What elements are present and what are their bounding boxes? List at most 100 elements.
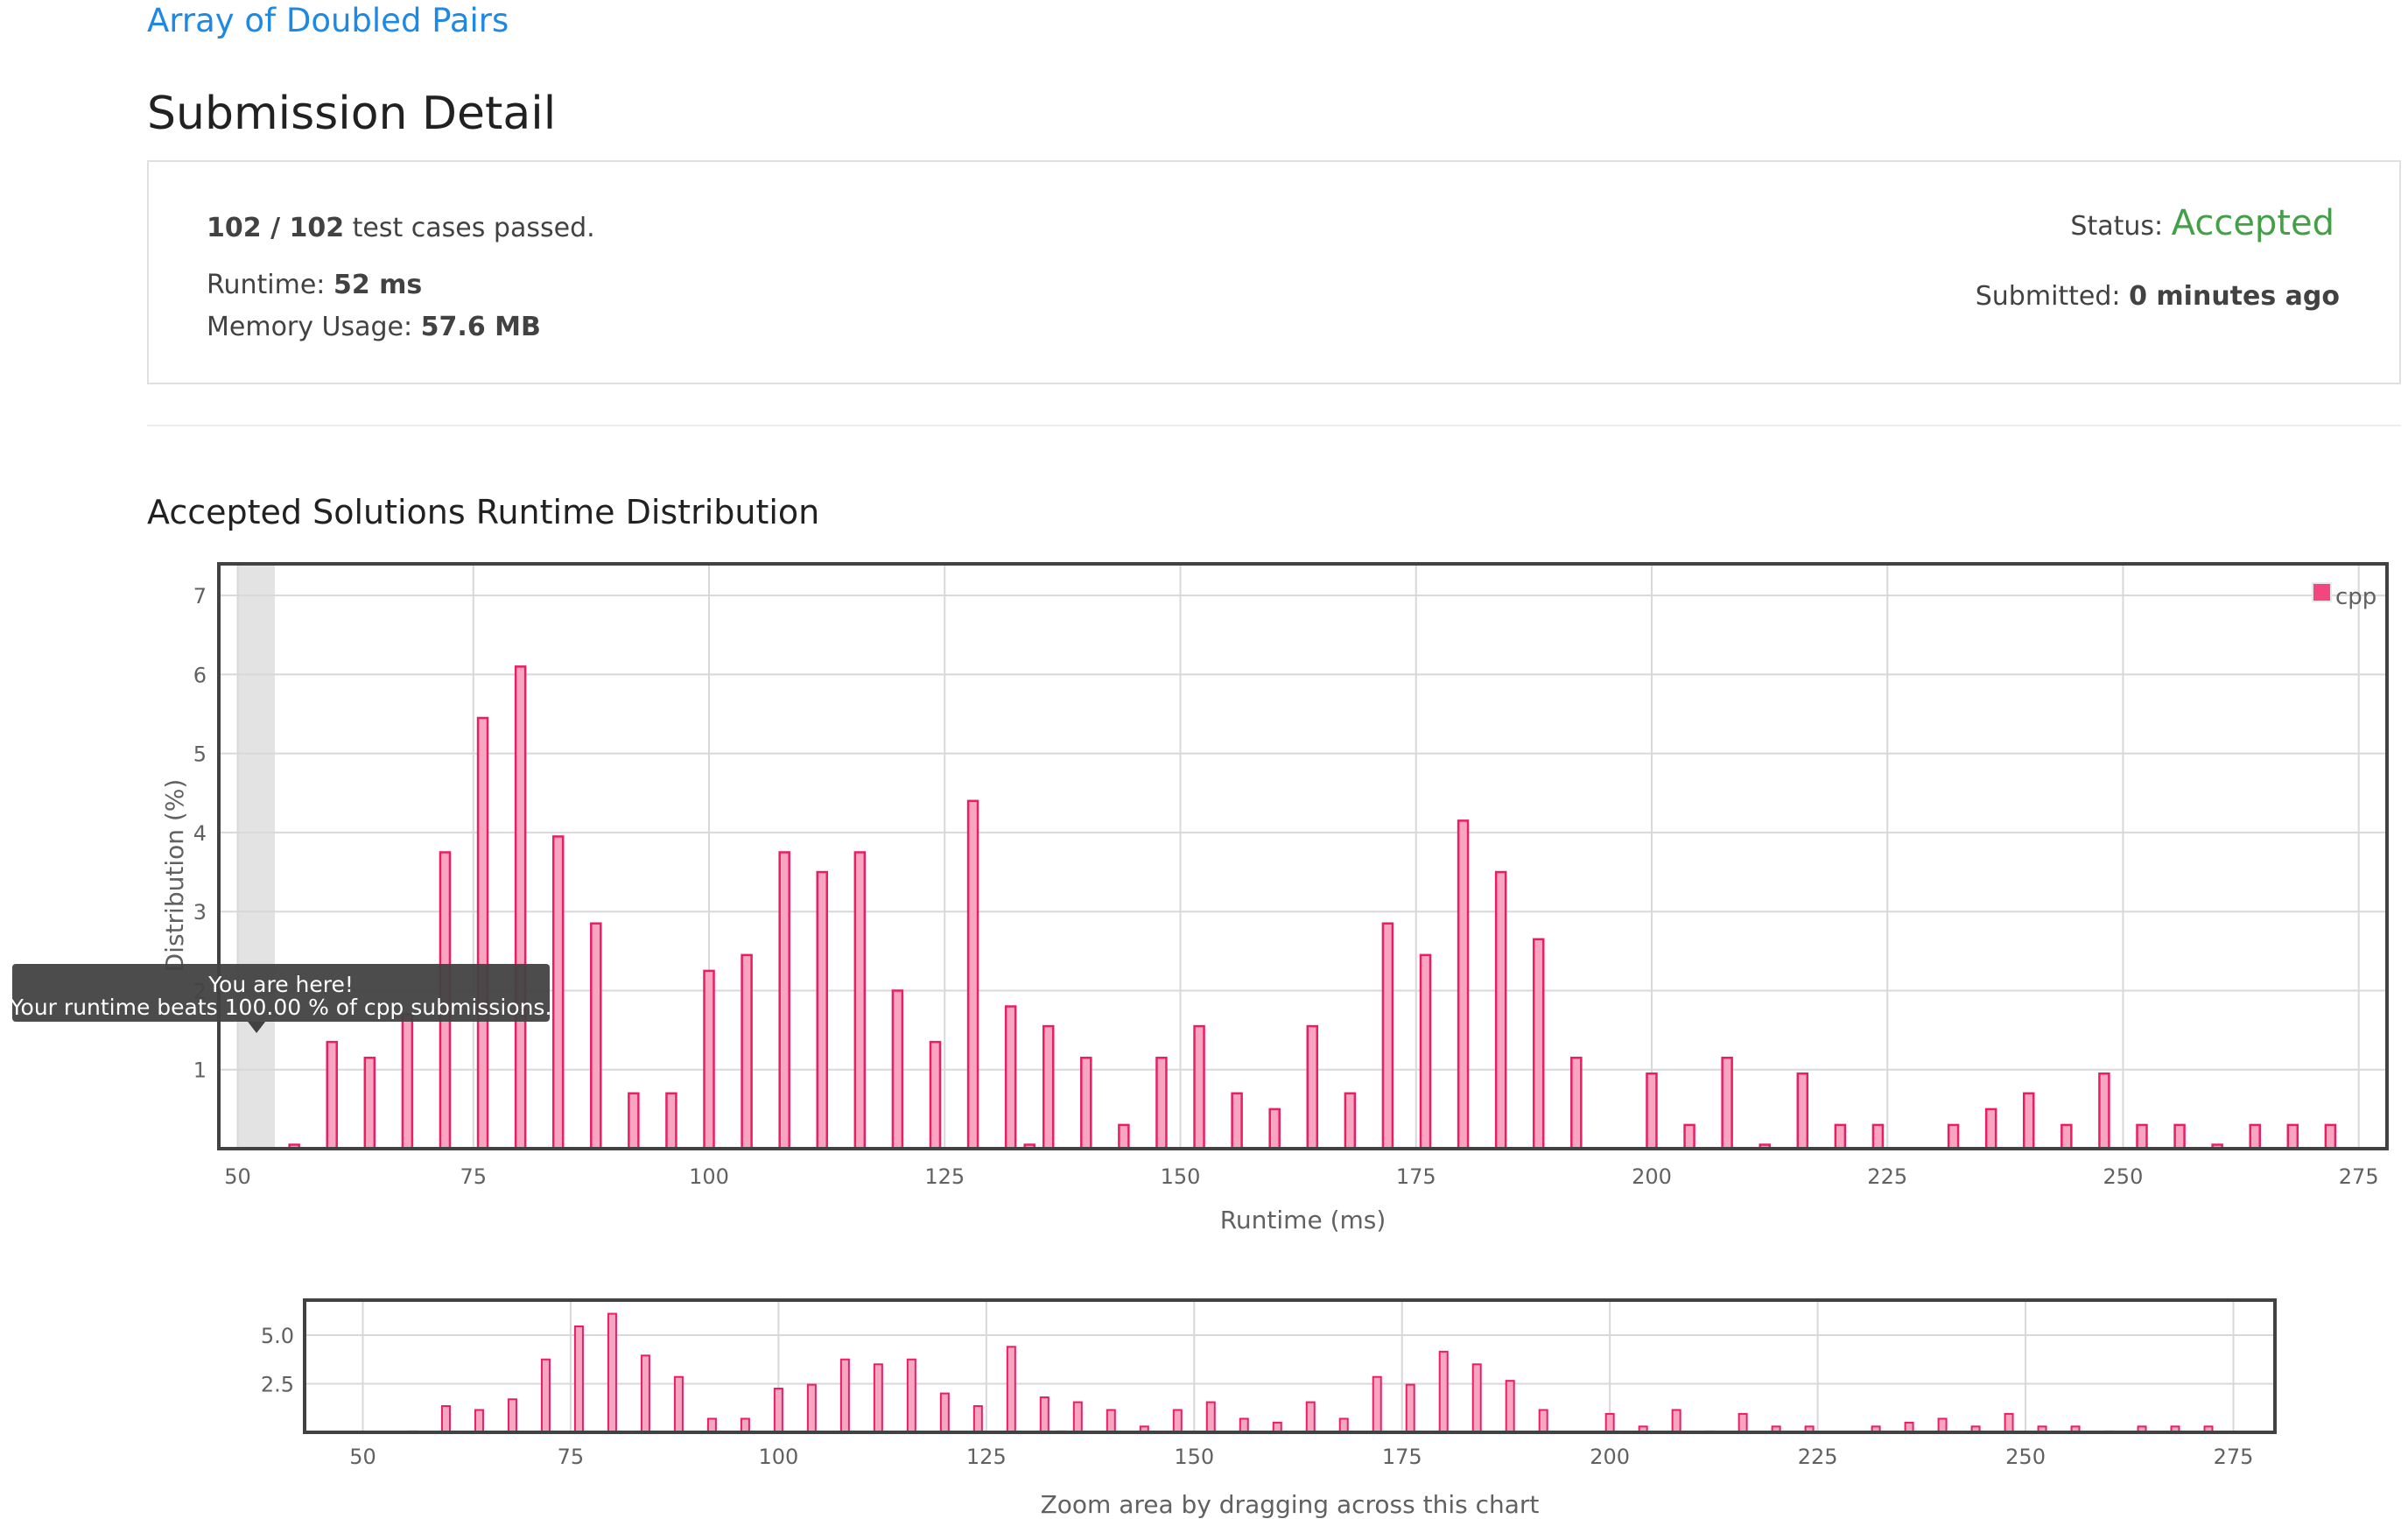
tooltip-line-2: Your runtime beats 100.00 % of cpp submi… xyxy=(10,995,552,1020)
submitted-value: 0 minutes ago xyxy=(2129,281,2340,312)
zoom-distribution-bar xyxy=(573,1325,584,1433)
problem-title-link[interactable]: Array of Doubled Pairs xyxy=(147,2,509,39)
zoom-distribution-bar xyxy=(673,1375,684,1434)
distribution-bar xyxy=(1080,1056,1092,1150)
distribution-bar xyxy=(853,851,867,1150)
distribution-bar xyxy=(1834,1123,1847,1150)
zoom-distribution-bar xyxy=(1604,1412,1615,1434)
zoom-x-tick-label: 125 xyxy=(966,1445,1007,1469)
distribution-bar xyxy=(2173,1123,2186,1150)
zoom-distribution-bar xyxy=(1106,1409,1116,1434)
status-badge[interactable]: Accepted xyxy=(2171,203,2334,243)
section-divider xyxy=(147,425,2401,426)
distribution-bar xyxy=(628,1092,640,1150)
zoom-x-tick-label: 100 xyxy=(758,1445,798,1469)
zoom-distribution-bar xyxy=(440,1405,451,1434)
page-title: Submission Detail xyxy=(147,88,557,140)
zoom-x-tick-label: 75 xyxy=(558,1445,585,1469)
zoom-distribution-bar xyxy=(507,1398,517,1433)
zoom-distribution-bar xyxy=(1438,1350,1449,1433)
zoom-distribution-bar xyxy=(906,1358,916,1433)
distribution-bar xyxy=(1004,1005,1017,1150)
zoom-distribution-bar xyxy=(1405,1383,1415,1433)
runtime-distribution-chart[interactable]: 12345675075100125150175200225250275Runti… xyxy=(160,562,2389,1234)
zoom-distribution-bar xyxy=(873,1363,883,1434)
x-tick-label: 100 xyxy=(689,1164,729,1189)
zoom-distribution-bar xyxy=(806,1383,817,1433)
zoom-distribution-bar xyxy=(1372,1375,1382,1434)
distribution-bar xyxy=(816,870,829,1150)
zoom-distribution-bar xyxy=(972,1405,983,1434)
distribution-bar xyxy=(1494,870,1507,1150)
distribution-bar xyxy=(703,969,715,1150)
distribution-bar xyxy=(1721,1056,1733,1150)
y-tick-label: 3 xyxy=(193,900,207,925)
distribution-bar xyxy=(1268,1108,1281,1150)
distribution-bar xyxy=(1344,1092,1357,1150)
runtime-tooltip: You are here!Your runtime beats 100.00 %… xyxy=(10,964,552,1033)
distribution-bar xyxy=(514,665,527,1150)
distribution-bar xyxy=(2286,1123,2299,1150)
zoom-x-tick-label: 275 xyxy=(2214,1445,2254,1469)
distribution-section-title: Accepted Solutions Runtime Distribution xyxy=(147,493,820,531)
zoom-distribution-bar xyxy=(1505,1380,1515,1434)
distribution-bar xyxy=(1796,1072,1809,1150)
distribution-bar xyxy=(2023,1092,2035,1150)
legend-swatch xyxy=(2312,582,2332,602)
y-tick-label: 1 xyxy=(193,1058,207,1083)
zoom-plot-frame xyxy=(303,1298,2277,1434)
zoom-distribution-bar xyxy=(839,1358,850,1433)
distribution-bar xyxy=(551,835,565,1150)
y-tick-label: 6 xyxy=(193,663,207,687)
zoom-distribution-bar xyxy=(607,1312,617,1433)
distribution-bar xyxy=(2249,1123,2261,1150)
zoom-distribution-bar xyxy=(1172,1409,1183,1434)
zoom-distribution-bar xyxy=(1205,1401,1216,1434)
tooltip-arrow xyxy=(248,1022,266,1033)
zoom-distribution-bar xyxy=(1338,1417,1349,1434)
runtime-label: Runtime: xyxy=(207,270,326,300)
submission-stats: 102 / 102 test cases passed. Runtime: 52… xyxy=(207,207,595,348)
x-tick-label: 150 xyxy=(1161,1164,1201,1189)
tests-passed-text: test cases passed. xyxy=(352,213,595,243)
distribution-bar xyxy=(1457,819,1470,1150)
x-tick-label: 75 xyxy=(460,1164,488,1189)
distribution-bar xyxy=(1532,938,1545,1150)
distribution-bar xyxy=(1570,1056,1583,1150)
x-tick-label: 225 xyxy=(1867,1164,1907,1189)
distribution-bar xyxy=(476,716,489,1150)
zoom-navigator-chart[interactable]: 2.5 5.0 50 75 100 125 150 175 200 225 250 275 Zoom a… xyxy=(261,1298,2277,1519)
distribution-bar xyxy=(1306,1024,1319,1150)
submission-summary-panel: 102 / 102 test cases passed. Runtime: 52… xyxy=(147,160,2401,384)
distribution-bar xyxy=(363,1056,376,1150)
zoom-distribution-bar xyxy=(640,1354,650,1433)
x-tick-label: 50 xyxy=(224,1164,251,1189)
zoom-x-tick-label: 150 xyxy=(1174,1445,1214,1469)
zoom-distribution-bar xyxy=(1239,1417,1249,1434)
distribution-bar xyxy=(2324,1123,2337,1150)
distribution-bar xyxy=(1947,1123,1960,1150)
zoom-distribution-bar xyxy=(1671,1409,1681,1434)
zoom-x-tick-label: 175 xyxy=(1382,1445,1422,1469)
distribution-bar xyxy=(1646,1072,1658,1150)
distribution-bar xyxy=(1984,1108,1997,1150)
y-tick-label: 5 xyxy=(193,742,207,767)
tooltip-line-1: You are here! xyxy=(207,972,354,997)
legend-label: cpp xyxy=(2335,584,2376,610)
distribution-bar xyxy=(891,989,904,1150)
distribution-bar xyxy=(1155,1056,1168,1150)
distribution-bar xyxy=(1118,1123,1130,1150)
zoom-distribution-bar xyxy=(706,1417,717,1434)
zoom-x-tick-label: 250 xyxy=(2005,1445,2046,1469)
runtime-value: 52 ms xyxy=(333,270,423,300)
zoom-distribution-bar xyxy=(1072,1401,1083,1434)
distribution-bar xyxy=(1381,922,1394,1150)
x-tick-label: 250 xyxy=(2103,1164,2144,1189)
zoom-distribution-bar xyxy=(540,1358,551,1433)
memory-row: Memory Usage: 57.6 MB xyxy=(207,306,595,348)
submitted-label: Submitted: xyxy=(1975,281,2121,312)
distribution-bar xyxy=(778,851,790,1150)
zoom-x-tick-label: 225 xyxy=(1798,1445,1838,1469)
zoom-distribution-bar xyxy=(1006,1346,1016,1433)
